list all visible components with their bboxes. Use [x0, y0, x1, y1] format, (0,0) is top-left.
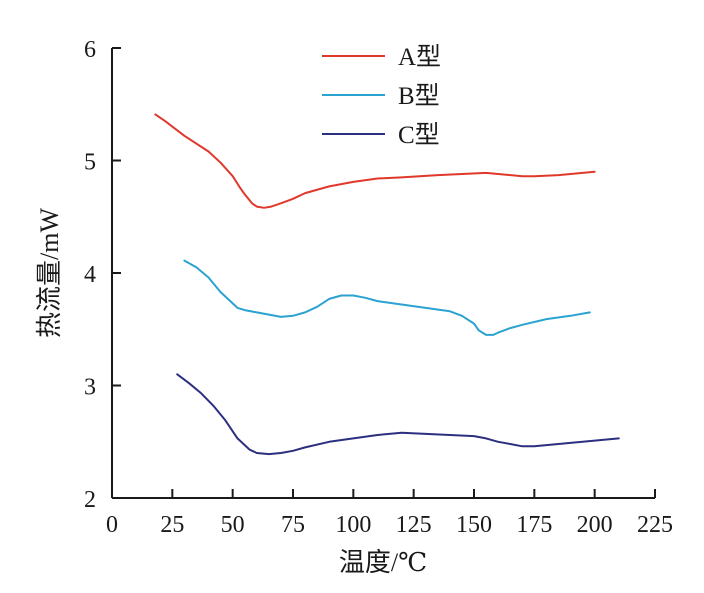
- legend: A型 B型 C型: [322, 43, 441, 149]
- x-tick-label: 0: [106, 512, 118, 538]
- legend-label-3: C型: [398, 121, 440, 149]
- x-axis-title: 温度/℃: [339, 548, 427, 577]
- axes: [111, 48, 655, 499]
- y-tick-label: 6: [84, 37, 96, 63]
- legend-label-2: B型: [398, 82, 440, 110]
- y-tick-label: 4: [84, 262, 96, 288]
- x-tick-label: 150: [456, 512, 492, 538]
- series-line-2: [183, 259, 591, 336]
- y-tick-label: 3: [84, 375, 96, 401]
- x-tick-label: 225: [637, 512, 673, 538]
- series-layer: [154, 113, 620, 456]
- ticks: 0 25 50 75 100 125 150 175 200 225 2 3 4 5 6: [84, 37, 673, 538]
- y-tick-label: 5: [84, 150, 96, 176]
- x-tick-label: 100: [335, 512, 371, 538]
- x-tick-label: 175: [516, 512, 552, 538]
- series-line-1: [154, 113, 596, 209]
- x-tick-label: 75: [281, 512, 305, 538]
- x-tick-label: 50: [221, 512, 245, 538]
- x-tick-label: 125: [396, 512, 432, 538]
- x-tick-label: 25: [160, 512, 184, 538]
- y-axis-title: 热流量/mW: [35, 208, 64, 338]
- legend-label-1: A型: [398, 43, 441, 71]
- y-tick-label: 2: [84, 487, 96, 513]
- series-line-3: [176, 373, 620, 456]
- x-tick-label: 200: [577, 512, 613, 538]
